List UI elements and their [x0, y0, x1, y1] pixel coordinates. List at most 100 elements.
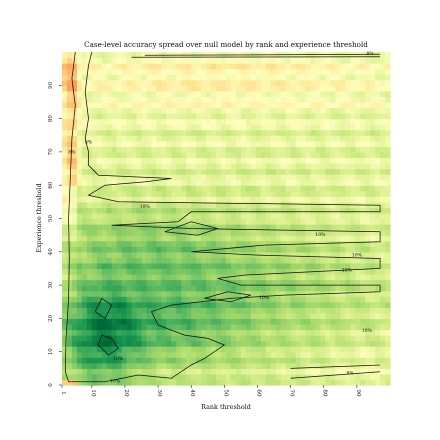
heatmap-cell: [146, 68, 153, 75]
heatmap-cell: [380, 135, 386, 142]
heatmap-cell: [161, 296, 167, 303]
heatmap-cell: [66, 63, 73, 70]
heatmap-cell: [206, 268, 212, 275]
heatmap-cell: [226, 163, 232, 170]
heatmap-cell: [385, 373, 391, 381]
heatmap-cell: [355, 185, 361, 192]
heatmap-cell: [121, 323, 128, 331]
heatmap-cell: [310, 329, 317, 336]
heatmap-cell: [365, 63, 371, 70]
heatmap-cell: [201, 85, 207, 92]
heatmap-cell: [91, 301, 98, 308]
heatmap-cell: [216, 101, 222, 109]
heatmap-cell: [71, 218, 78, 225]
heatmap-cell: [355, 335, 361, 342]
heatmap-cell: [186, 151, 192, 159]
heatmap-cell: [280, 351, 287, 358]
heatmap-cell: [151, 268, 158, 275]
heatmap-cell: [131, 196, 138, 203]
heatmap-cell: [201, 146, 207, 153]
heatmap-cell: [121, 157, 128, 164]
heatmap-cell: [191, 285, 197, 292]
heatmap-cell: [360, 318, 366, 325]
heatmap-cell: [375, 251, 381, 258]
heatmap-cell: [295, 196, 302, 203]
heatmap-cell: [196, 174, 202, 181]
heatmap-cell: [355, 140, 361, 147]
heatmap-cell: [211, 85, 217, 92]
heatmap-cell: [171, 185, 177, 192]
heatmap-cell: [385, 135, 391, 142]
heatmap-cell: [380, 246, 386, 253]
heatmap-cell: [181, 312, 187, 319]
heatmap-cell: [310, 207, 317, 214]
heatmap-cell: [280, 107, 287, 114]
contour-line: [64, 51, 381, 383]
heatmap-cell: [71, 373, 78, 381]
heatmap-cell: [355, 190, 361, 197]
heatmap-cell: [330, 107, 336, 114]
heatmap-cell: [62, 296, 68, 303]
heatmap-cell: [375, 362, 381, 369]
heatmap-cell: [260, 268, 267, 275]
heatmap-cell: [66, 323, 73, 331]
heatmap-cell: [106, 63, 113, 70]
heatmap-cell: [295, 357, 302, 364]
heatmap-cell: [245, 357, 252, 364]
heatmap-cell: [370, 346, 376, 353]
heatmap-cell: [325, 262, 331, 270]
heatmap-cell: [350, 251, 356, 258]
heatmap-cell: [96, 140, 103, 147]
heatmap-cell: [91, 379, 98, 386]
heatmap-cell: [310, 196, 317, 203]
heatmap-cell: [206, 251, 212, 258]
heatmap-cell: [285, 262, 292, 270]
heatmap-cell: [235, 185, 242, 192]
heatmap-cell: [340, 96, 346, 103]
heatmap-cell: [161, 185, 167, 192]
heatmap-cell: [176, 57, 182, 64]
heatmap-cell: [270, 362, 277, 369]
heatmap-cell: [196, 157, 202, 164]
heatmap-cell: [141, 185, 148, 192]
heatmap-cell: [310, 318, 317, 325]
heatmap-cell: [305, 301, 312, 308]
heatmap-cell: [96, 63, 103, 70]
heatmap-cell: [260, 146, 267, 153]
heatmap-cell: [86, 251, 93, 258]
heatmap-cell: [245, 140, 252, 147]
heatmap-cell: [106, 357, 113, 364]
heatmap-cell: [355, 268, 361, 275]
heatmap-cell: [295, 368, 302, 375]
heatmap-cell: [255, 262, 262, 270]
heatmap-cell: [96, 340, 103, 347]
heatmap-cell: [131, 163, 138, 170]
heatmap-cell: [216, 379, 222, 386]
heatmap-cell: [206, 224, 212, 231]
heatmap-cell: [335, 174, 341, 181]
heatmap-cell: [365, 190, 371, 197]
heatmap-cell: [176, 157, 182, 164]
heatmap-cell: [305, 268, 312, 275]
heatmap-cell: [265, 246, 272, 253]
heatmap-cell: [325, 163, 331, 170]
heatmap-cell: [320, 218, 326, 225]
heatmap-cell: [315, 285, 322, 292]
heatmap-cell: [66, 279, 73, 286]
heatmap-cell: [81, 268, 88, 275]
heatmap-cell: [230, 74, 237, 81]
contour-label: 10%: [113, 356, 124, 362]
heatmap-cell: [325, 135, 331, 142]
heatmap-cell: [166, 318, 172, 325]
heatmap-cell: [275, 168, 282, 175]
heatmap-cell: [240, 257, 247, 264]
heatmap-cell: [106, 185, 113, 192]
heatmap-cell: [235, 218, 242, 225]
heatmap-cell: [295, 351, 302, 358]
heatmap-cell: [325, 296, 331, 303]
heatmap-cell: [196, 379, 202, 386]
heatmap-cell: [375, 135, 381, 142]
heatmap-cell: [365, 373, 371, 381]
heatmap-cell: [121, 163, 128, 170]
heatmap-cell: [171, 218, 177, 225]
